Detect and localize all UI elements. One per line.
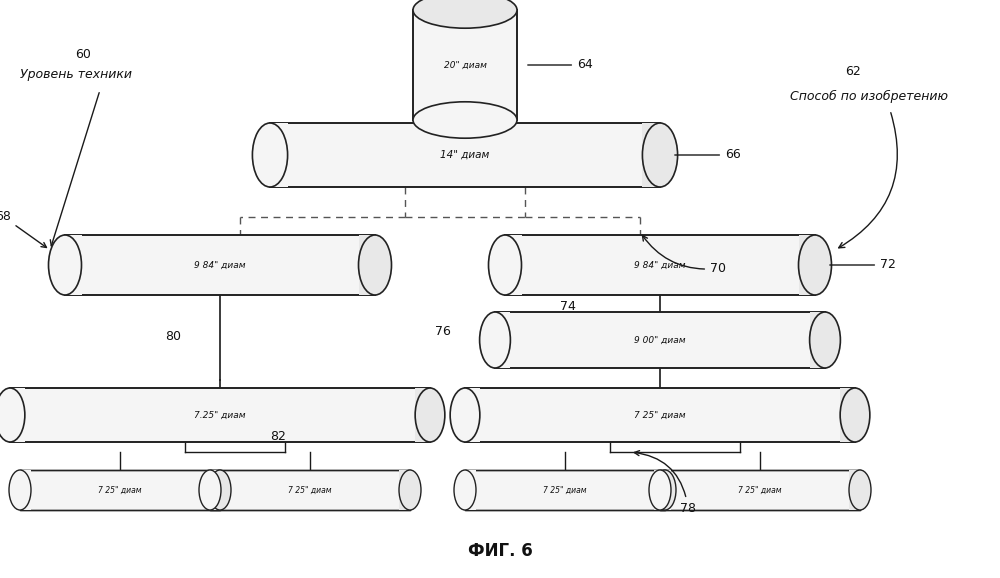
Text: Уровень техники: Уровень техники <box>20 68 132 81</box>
Text: 7 25" диам: 7 25" диам <box>634 410 686 420</box>
Text: 78: 78 <box>634 451 696 515</box>
Ellipse shape <box>488 235 522 295</box>
Text: 9 00" диам: 9 00" диам <box>634 335 686 344</box>
Bar <box>654 470 665 510</box>
Ellipse shape <box>252 123 288 187</box>
Text: Способ по изобретению: Способ по изобретению <box>790 90 948 103</box>
Text: 80: 80 <box>165 330 181 343</box>
Bar <box>505 235 815 295</box>
Ellipse shape <box>413 102 517 138</box>
Text: 74: 74 <box>560 300 576 313</box>
Ellipse shape <box>454 470 476 510</box>
Text: 7 25" диам: 7 25" диам <box>738 486 782 495</box>
Text: 70: 70 <box>642 236 726 275</box>
Ellipse shape <box>209 470 231 510</box>
Text: 76: 76 <box>435 325 451 338</box>
Ellipse shape <box>0 388 25 442</box>
Bar <box>413 10 517 120</box>
Ellipse shape <box>810 312 840 368</box>
Bar <box>798 235 815 295</box>
Text: 9 84" диам: 9 84" диам <box>194 261 246 269</box>
Bar <box>849 470 860 510</box>
Text: 68: 68 <box>0 210 46 247</box>
Ellipse shape <box>413 0 517 28</box>
Ellipse shape <box>849 470 871 510</box>
Bar <box>210 470 221 510</box>
Bar <box>358 235 375 295</box>
Text: 66: 66 <box>675 149 741 161</box>
Bar <box>840 388 855 442</box>
Text: 7.25" диам: 7.25" диам <box>194 410 246 420</box>
Bar <box>10 388 25 442</box>
Text: 7 25" диам: 7 25" диам <box>98 486 142 495</box>
Bar <box>210 470 410 510</box>
Text: ФИГ. 6: ФИГ. 6 <box>468 542 532 560</box>
Ellipse shape <box>9 470 31 510</box>
Text: 62: 62 <box>845 65 861 78</box>
Ellipse shape <box>450 388 480 442</box>
Bar <box>209 470 220 510</box>
Text: 7 25" диам: 7 25" диам <box>288 486 332 495</box>
Text: 82: 82 <box>270 430 286 443</box>
Ellipse shape <box>649 470 671 510</box>
Ellipse shape <box>399 470 421 510</box>
Bar <box>465 388 855 442</box>
Bar <box>660 470 671 510</box>
Text: 60: 60 <box>75 48 91 61</box>
Ellipse shape <box>480 312 510 368</box>
Ellipse shape <box>642 123 678 187</box>
Bar <box>810 312 825 368</box>
Ellipse shape <box>415 388 445 442</box>
Bar <box>20 470 31 510</box>
Ellipse shape <box>358 235 392 295</box>
Text: 72: 72 <box>830 258 896 272</box>
Bar <box>65 235 82 295</box>
Text: 9 84" диам: 9 84" диам <box>634 261 686 269</box>
Bar <box>270 123 660 187</box>
Bar <box>642 123 660 187</box>
Bar <box>399 470 410 510</box>
Bar <box>465 470 476 510</box>
Bar <box>20 470 220 510</box>
Text: 64: 64 <box>528 58 593 72</box>
Ellipse shape <box>654 470 676 510</box>
Ellipse shape <box>840 388 870 442</box>
Ellipse shape <box>798 235 832 295</box>
Bar <box>270 123 288 187</box>
Bar <box>495 312 825 368</box>
Bar <box>65 235 375 295</box>
Bar <box>415 388 430 442</box>
Bar <box>465 388 480 442</box>
Bar <box>660 470 860 510</box>
Text: 14" диам: 14" диам <box>440 150 490 160</box>
Bar <box>10 388 430 442</box>
Ellipse shape <box>199 470 221 510</box>
Ellipse shape <box>48 235 82 295</box>
Bar <box>465 470 665 510</box>
Text: 20" диам: 20" диам <box>444 61 486 69</box>
Bar <box>505 235 522 295</box>
Text: 7 25" диам: 7 25" диам <box>543 486 587 495</box>
Bar <box>495 312 510 368</box>
